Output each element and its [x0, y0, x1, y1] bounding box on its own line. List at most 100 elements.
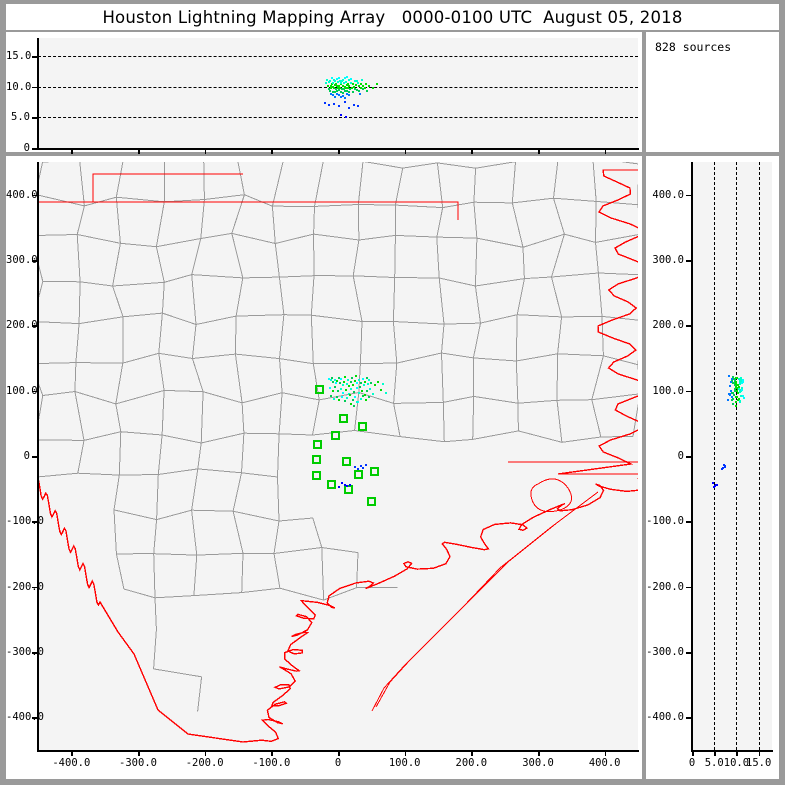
lightning-source — [737, 397, 740, 400]
lightning-source — [740, 377, 743, 380]
lightning-source — [347, 91, 350, 94]
lightning-source — [335, 82, 337, 85]
lightning-source — [377, 380, 379, 383]
lma-station-marker — [311, 455, 321, 465]
lightning-source — [354, 396, 357, 399]
lightning-source — [351, 399, 354, 402]
lightning-source — [731, 402, 734, 405]
lma-station-marker — [314, 384, 324, 394]
x-tick-label: 100.0 — [388, 757, 421, 769]
y-tick-label: -300.0 — [646, 646, 684, 658]
lightning-source — [735, 404, 738, 407]
x-tick-label: 0 — [334, 757, 342, 769]
time-height-plot-area — [38, 38, 638, 148]
lma-station-marker — [326, 479, 336, 489]
lightning-source — [358, 85, 361, 88]
plan-view-panel: -400.0 -300.0 -200.0 -100.0 0 100.0 200.0 300.0… — [6, 156, 642, 779]
lightning-source — [723, 464, 725, 467]
lightning-source — [733, 388, 736, 391]
lightning-source — [341, 80, 343, 83]
lightning-source — [345, 89, 348, 92]
lightning-source — [332, 381, 335, 384]
lightning-source — [343, 82, 345, 85]
lightning-source — [728, 375, 731, 378]
x-tick — [471, 750, 473, 756]
lightning-source — [339, 79, 341, 82]
lightning-source — [741, 380, 744, 383]
lightning-source — [329, 85, 332, 88]
lightning-source — [334, 95, 337, 98]
lightning-source — [333, 397, 335, 400]
lightning-source — [371, 86, 374, 89]
lightning-source — [347, 87, 349, 90]
x-tick — [404, 148, 407, 154]
lightning-source — [356, 382, 359, 385]
lightning-source — [333, 91, 336, 94]
y-axis-line — [37, 38, 39, 148]
y-tick-label: -400.0 — [646, 711, 684, 724]
lightning-source — [379, 389, 382, 391]
lightning-source — [337, 88, 340, 91]
lightning-source — [345, 76, 348, 79]
map-geography — [38, 162, 638, 743]
lightning-source — [338, 398, 341, 401]
lightning-source — [335, 382, 337, 385]
lightning-source — [346, 84, 349, 87]
lightning-source — [357, 468, 359, 471]
x-tick — [692, 750, 694, 756]
lightning-source — [342, 391, 345, 394]
lightning-source — [335, 395, 338, 398]
lightning-source — [741, 389, 744, 391]
lightning-source — [338, 84, 341, 87]
lightning-source — [375, 82, 378, 85]
lightning-source — [363, 87, 366, 90]
y-tick-label: -100.0 — [6, 515, 44, 528]
lightning-source — [343, 380, 345, 383]
lightning-source — [740, 387, 743, 390]
x-tick-label: -400.0 — [52, 757, 91, 769]
x-tick-label: 400.0 — [588, 757, 621, 769]
y-tick-label: 400.0 — [652, 188, 684, 201]
lightning-source — [355, 401, 358, 404]
y-tick-label: 0 — [23, 142, 30, 154]
lightning-source — [347, 79, 350, 82]
x-tick — [138, 750, 140, 756]
lightning-source — [365, 83, 367, 86]
lightning-source — [345, 86, 347, 89]
lightning-source — [370, 381, 373, 384]
x-tick — [204, 148, 207, 154]
lightning-source — [365, 376, 368, 379]
lightning-source — [358, 392, 361, 395]
lightning-source — [359, 86, 362, 89]
lightning-source — [737, 385, 740, 388]
lightning-source — [327, 88, 330, 91]
lightning-source — [353, 379, 356, 382]
lightning-source — [739, 401, 742, 404]
lightning-source — [329, 90, 331, 93]
lightning-source — [339, 83, 342, 86]
lightning-source — [344, 375, 347, 378]
lightning-source — [349, 81, 352, 84]
lightning-source — [361, 389, 363, 392]
lightning-source — [341, 78, 344, 81]
x-tick-label: 5.0 — [704, 757, 724, 769]
lightning-source — [340, 377, 343, 380]
height-latitude-panel: -400.0 -300.0 -200.0 -100.0 0 100.0 200.0 300.0… — [646, 156, 779, 779]
y-gridline — [38, 56, 638, 58]
lightning-source — [730, 380, 733, 383]
lightning-source — [360, 82, 363, 85]
lightning-source — [329, 387, 331, 390]
lightning-source — [347, 106, 350, 109]
lightning-source — [737, 392, 740, 395]
lightning-source — [741, 381, 744, 384]
lightning-source — [332, 94, 335, 97]
x-gridline — [758, 162, 760, 750]
lightning-source — [730, 377, 733, 380]
lma-station-marker — [312, 471, 322, 481]
lightning-source — [343, 101, 346, 104]
lightning-source — [731, 375, 734, 378]
lightning-source — [735, 376, 737, 379]
lightning-source — [349, 88, 351, 91]
lightning-source — [339, 381, 341, 384]
lightning-source — [345, 115, 347, 118]
